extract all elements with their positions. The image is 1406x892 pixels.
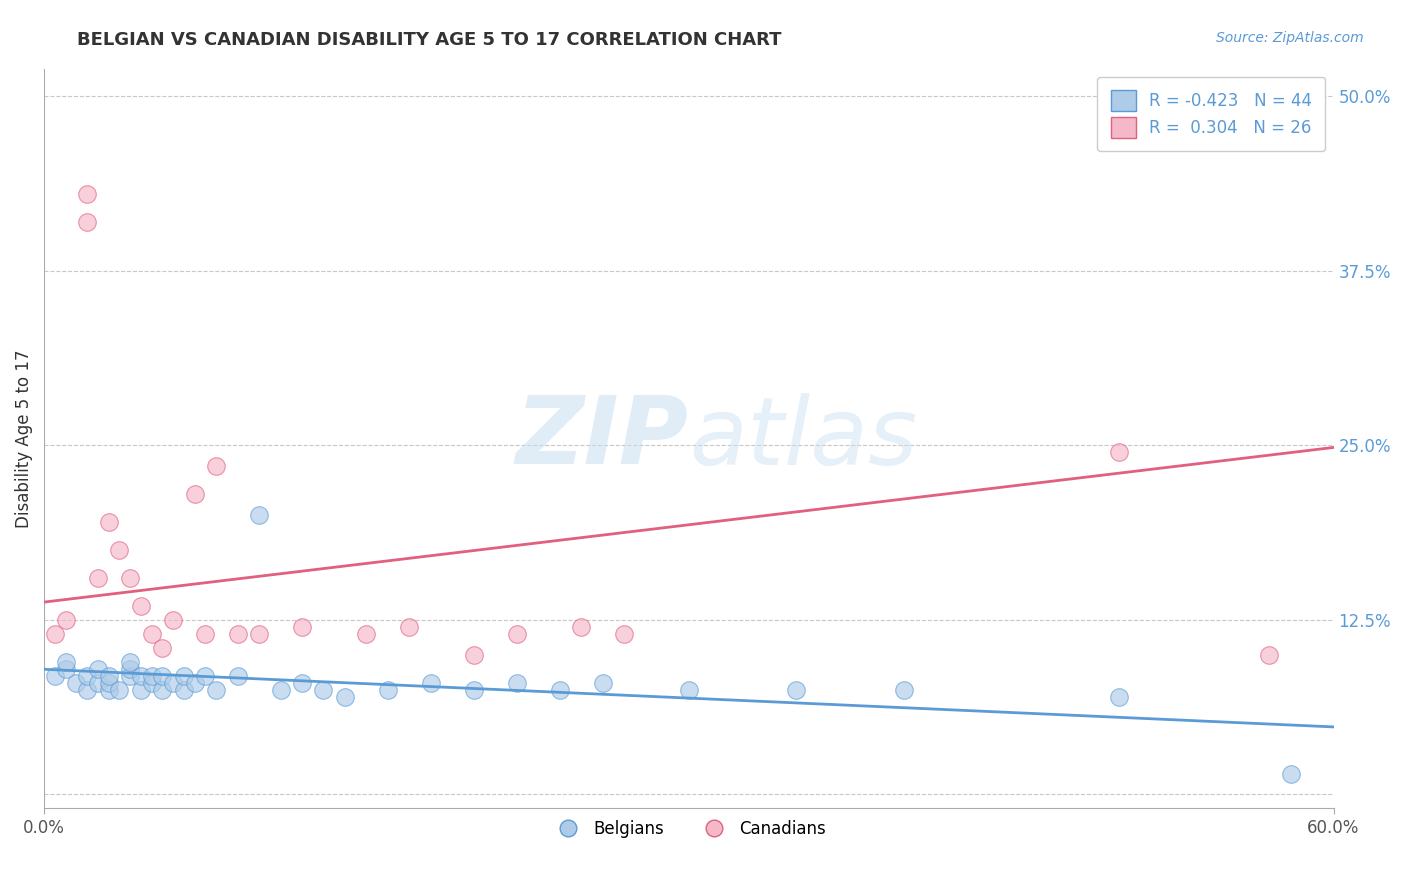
Point [678,682,700,697]
Point [150,682,173,697]
Point [205,459,228,474]
Point [87,675,110,690]
Point [162,613,184,627]
Point [463,648,485,662]
Text: ZIP: ZIP [516,392,689,484]
Point [97,675,120,690]
Point [141,627,163,641]
Point [205,682,228,697]
Point [183,675,205,690]
Text: Source: ZipAtlas.com: Source: ZipAtlas.com [1216,31,1364,45]
Point [893,682,915,697]
Point [120,571,142,585]
Point [141,669,163,683]
Point [291,620,314,634]
Point [76,187,98,202]
Point [65,675,87,690]
Point [150,669,173,683]
Point [226,669,249,683]
Point [463,682,485,697]
Point [141,675,163,690]
Point [312,682,335,697]
Point [592,675,614,690]
Point [356,627,378,641]
Point [97,515,120,529]
Point [76,669,98,683]
Point [150,640,173,655]
Point [108,682,131,697]
Point [291,675,314,690]
Point [55,662,77,676]
Point [129,682,152,697]
Point [55,655,77,669]
Point [129,669,152,683]
Text: BELGIAN VS CANADIAN DISABILITY AGE 5 TO 17 CORRELATION CHART: BELGIAN VS CANADIAN DISABILITY AGE 5 TO … [77,31,782,49]
Point [506,627,529,641]
Point [44,669,66,683]
Point [377,682,399,697]
Point [194,627,217,641]
Point [183,487,205,501]
Point [1108,690,1130,704]
Point [87,662,110,676]
Point [506,675,529,690]
Point [226,627,249,641]
Point [55,613,77,627]
Point [1258,648,1281,662]
Point [1279,766,1302,780]
Point [44,627,66,641]
Point [162,675,184,690]
Point [247,627,270,641]
Point [1108,445,1130,459]
Point [120,669,142,683]
Point [398,620,420,634]
Point [247,508,270,523]
Point [419,675,441,690]
Point [97,669,120,683]
Point [120,662,142,676]
Point [548,682,571,697]
Point [194,669,217,683]
Text: atlas: atlas [689,393,917,484]
Point [129,599,152,613]
Point [173,682,195,697]
Point [333,690,356,704]
Point [97,682,120,697]
Point [270,682,292,697]
Point [76,682,98,697]
Legend: Belgians, Canadians: Belgians, Canadians [546,814,832,845]
Point [76,215,98,229]
Point [120,655,142,669]
Point [569,620,592,634]
Point [785,682,807,697]
Y-axis label: Disability Age 5 to 17: Disability Age 5 to 17 [15,350,32,528]
Point [87,571,110,585]
Point [108,543,131,558]
Point [173,669,195,683]
Point [613,627,636,641]
